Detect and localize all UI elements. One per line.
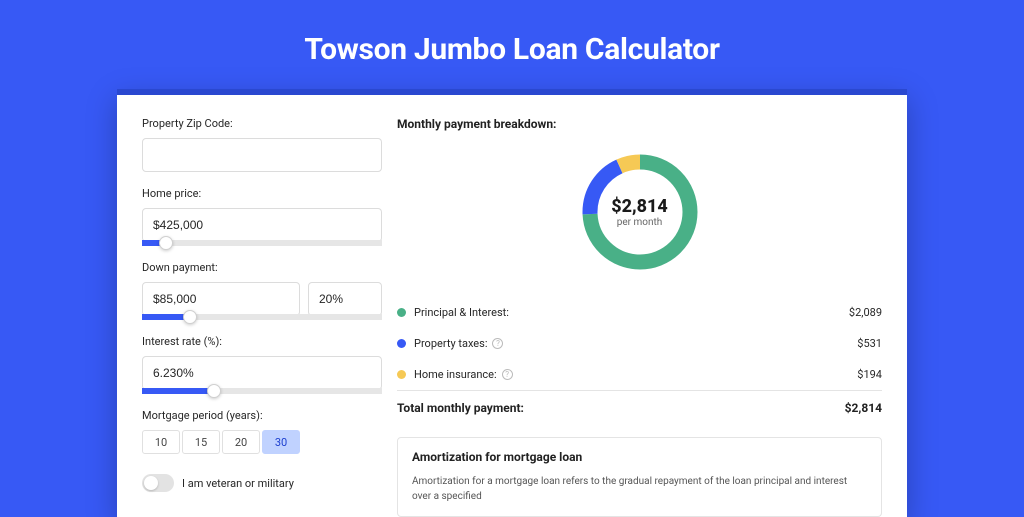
term-segment: 10152030 (142, 430, 377, 454)
page-title: Towson Jumbo Loan Calculator (0, 0, 1024, 89)
home-price-field-group: Home price: (142, 187, 377, 246)
donut-amount: $2,814 (611, 196, 668, 217)
legend-label: Property taxes:? (414, 337, 857, 350)
legend-value: $531 (857, 337, 882, 350)
down-payment-slider[interactable] (142, 314, 382, 320)
legend-value: $194 (857, 368, 882, 381)
home-price-input[interactable] (142, 208, 382, 242)
legend-row: Property taxes:?$531 (397, 328, 882, 359)
down-payment-label: Down payment: (142, 261, 377, 274)
veteran-label: I am veteran or military (182, 477, 294, 490)
zip-label: Property Zip Code: (142, 117, 377, 130)
term-field-group: Mortgage period (years): 10152030 (142, 409, 377, 454)
down-payment-input[interactable] (142, 282, 300, 316)
legend-dot (397, 308, 406, 317)
info-icon[interactable]: ? (492, 338, 503, 349)
home-price-label: Home price: (142, 187, 377, 200)
term-option-30[interactable]: 30 (262, 430, 300, 454)
donut-sublabel: per month (617, 217, 663, 228)
legend-value: $2,089 (849, 306, 882, 319)
legend-label: Home insurance:? (414, 368, 857, 381)
veteran-toggle[interactable] (142, 474, 174, 492)
down-payment-field-group: Down payment: (142, 261, 377, 320)
total-label: Total monthly payment: (397, 401, 524, 415)
amortization-title: Amortization for mortgage loan (412, 450, 867, 464)
home-price-slider[interactable] (142, 240, 382, 246)
amortization-panel: Amortization for mortgage loan Amortizat… (397, 437, 882, 517)
total-row: Total monthly payment: $2,814 (397, 390, 882, 425)
breakdown-title: Monthly payment breakdown: (397, 117, 882, 131)
slider-thumb[interactable] (183, 310, 197, 324)
interest-input[interactable] (142, 356, 382, 390)
legend-dot (397, 339, 406, 348)
zip-field-group: Property Zip Code: (142, 117, 377, 172)
term-label: Mortgage period (years): (142, 409, 377, 422)
breakdown-column: Monthly payment breakdown: $2,814 per mo… (377, 95, 907, 517)
toggle-knob (144, 476, 158, 490)
term-option-20[interactable]: 20 (222, 430, 260, 454)
interest-label: Interest rate (%): (142, 335, 377, 348)
term-option-15[interactable]: 15 (182, 430, 220, 454)
legend: Principal & Interest:$2,089Property taxe… (397, 297, 882, 390)
zip-input[interactable] (142, 138, 382, 172)
form-column: Property Zip Code: Home price: Down paym… (117, 95, 377, 517)
down-payment-pct-input[interactable] (308, 282, 382, 316)
amortization-body: Amortization for a mortgage loan refers … (412, 474, 867, 504)
slider-thumb[interactable] (207, 384, 221, 398)
payment-donut-chart: $2,814 per month (575, 147, 705, 277)
veteran-row: I am veteran or military (142, 474, 377, 492)
info-icon[interactable]: ? (502, 369, 513, 380)
donut-area: $2,814 per month (397, 141, 882, 291)
interest-slider[interactable] (142, 388, 382, 394)
calculator-card: Property Zip Code: Home price: Down paym… (117, 89, 907, 517)
term-option-10[interactable]: 10 (142, 430, 180, 454)
legend-label: Principal & Interest: (414, 306, 849, 319)
slider-thumb[interactable] (159, 236, 173, 250)
legend-row: Principal & Interest:$2,089 (397, 297, 882, 328)
total-value: $2,814 (845, 401, 882, 415)
legend-row: Home insurance:?$194 (397, 359, 882, 390)
legend-dot (397, 370, 406, 379)
interest-field-group: Interest rate (%): (142, 335, 377, 394)
